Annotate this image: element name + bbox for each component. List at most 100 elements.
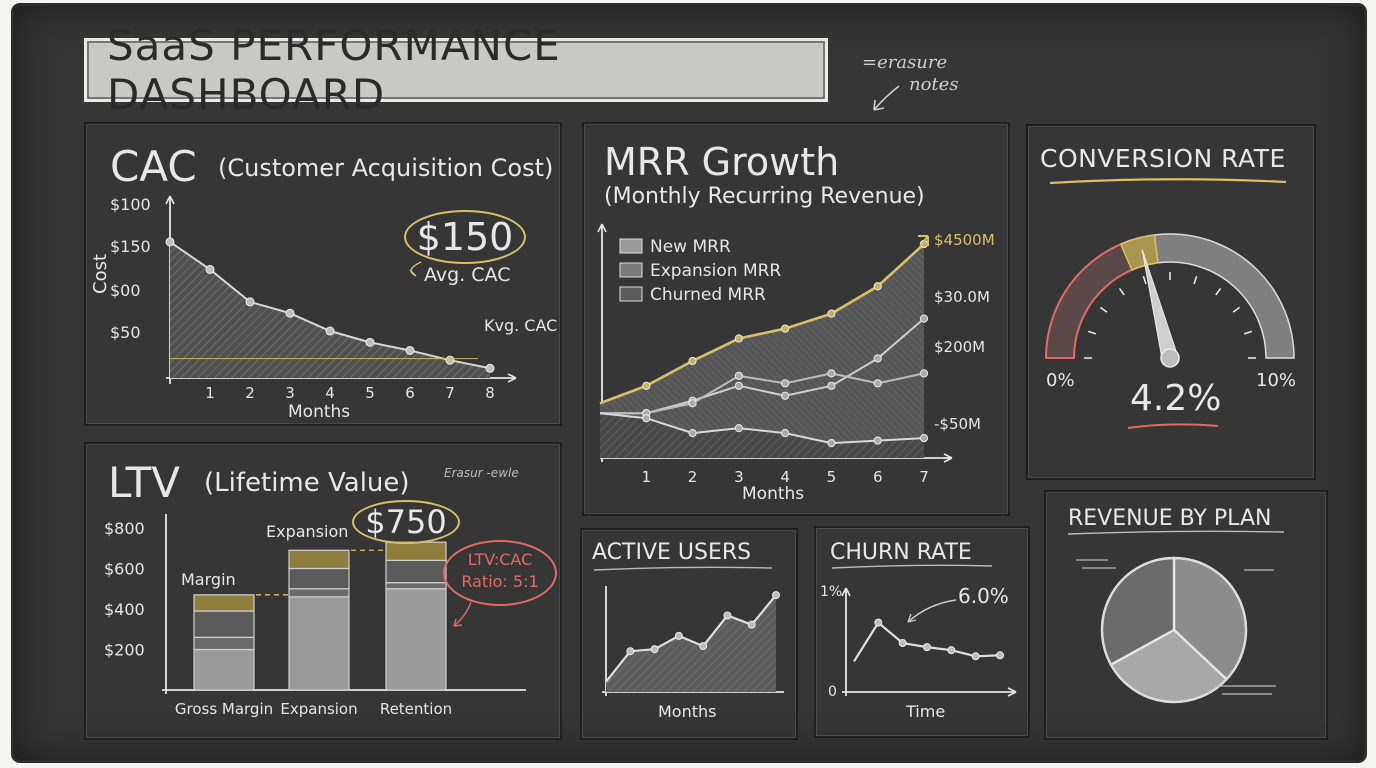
ltv-category-label: Expansion bbox=[280, 700, 357, 718]
mrr-series-point bbox=[827, 369, 836, 378]
cac-point bbox=[485, 363, 495, 373]
cac-panel: CAC (Customer Acquisition Cost) $100 $150… bbox=[84, 122, 562, 426]
ltv-category-label: Retention bbox=[380, 700, 452, 718]
ltv-bar-segment bbox=[385, 541, 447, 562]
mrr-series-point bbox=[827, 381, 836, 390]
ltv-scribble: Erasur -ewle bbox=[444, 466, 519, 480]
mrr-legend-swatch bbox=[619, 262, 643, 278]
mrr-x-arrow bbox=[943, 453, 953, 463]
cac-xtick-label: 5 bbox=[365, 384, 375, 402]
cac-avg-arrow bbox=[409, 261, 422, 277]
mrr-xtick-label: 6 bbox=[873, 468, 883, 486]
cac-x-arrow bbox=[507, 373, 517, 383]
active-users-title: ACTIVE USERS bbox=[592, 540, 752, 565]
gauge-tick bbox=[1099, 306, 1108, 313]
ltv-ratio-callout: LTV:CAC Ratio: 5:1 bbox=[443, 540, 557, 606]
mrr-series-point bbox=[781, 379, 790, 388]
mrr-right-label: $200M bbox=[934, 338, 985, 356]
cac-point bbox=[245, 297, 255, 307]
conversion-title-underline bbox=[1049, 178, 1287, 185]
cac-xtick-label: 2 bbox=[245, 384, 255, 402]
cac-xtick-label: 4 bbox=[325, 384, 335, 402]
churn-point bbox=[898, 639, 907, 648]
mrr-series-line bbox=[600, 372, 925, 415]
conversion-value-underline bbox=[1127, 423, 1219, 429]
mrr-series-point bbox=[688, 356, 697, 366]
mrr-series-point bbox=[873, 379, 882, 388]
ltv-ytick-label: $200 bbox=[104, 641, 145, 660]
cac-xlabel: Months bbox=[288, 402, 351, 422]
au-point bbox=[650, 645, 659, 654]
ltv-title: LTV bbox=[108, 458, 181, 507]
churn-panel: CHURN RATE 6.0% 1% 0 Time bbox=[814, 526, 1030, 738]
mrr-series-point bbox=[734, 371, 743, 380]
ltv-expansion-label: Expansion bbox=[266, 522, 349, 541]
mrr-new-arrow bbox=[918, 234, 929, 247]
mrr-lower-hatch bbox=[600, 413, 924, 458]
gauge-tick bbox=[1215, 287, 1222, 296]
erasure-note-line1: =erasure bbox=[862, 52, 948, 73]
mrr-title: MRR Growth bbox=[604, 140, 840, 184]
cac-avg-label: Avg. CAC bbox=[424, 264, 511, 286]
cac-ytick-label: $100 bbox=[110, 195, 151, 214]
mrr-series-point bbox=[873, 354, 882, 363]
mrr-series-point bbox=[642, 414, 651, 423]
ltv-ratio-arrow bbox=[453, 601, 472, 627]
mrr-xtick-label: 7 bbox=[919, 468, 929, 486]
au-point bbox=[674, 631, 683, 640]
mrr-series-point bbox=[781, 391, 790, 400]
cac-point bbox=[445, 355, 455, 365]
au-title-underline bbox=[593, 566, 773, 571]
mrr-series-point bbox=[873, 436, 882, 445]
mrr-panel: MRR Growth (Monthly Recurring Revenue) $… bbox=[582, 122, 1010, 516]
mrr-legend-swatch bbox=[619, 238, 643, 254]
gauge-tick bbox=[1118, 287, 1125, 296]
cac-point bbox=[365, 337, 375, 347]
au-point bbox=[747, 620, 756, 629]
ltv-ytick-label: $800 bbox=[104, 519, 145, 538]
mrr-right-label: $4500M bbox=[934, 231, 995, 249]
churn-x-arrow bbox=[1007, 687, 1017, 697]
erasure-note-line2: notes bbox=[909, 74, 959, 95]
mrr-series-point bbox=[919, 433, 929, 443]
cac-avg-value: $150 bbox=[404, 210, 526, 264]
cac-subtitle: (Customer Acquisition Cost) bbox=[218, 154, 554, 182]
mrr-series-point bbox=[827, 309, 836, 318]
mrr-series-point bbox=[734, 334, 743, 343]
gauge-yellow-zone bbox=[1119, 234, 1159, 271]
ltv-panel: LTV (Lifetime Value) Erasur -ewle $800 $6… bbox=[84, 442, 562, 740]
churn-point bbox=[874, 618, 883, 627]
conversion-title: CONVERSION RATE bbox=[1040, 144, 1286, 173]
ltv-bar-segment bbox=[288, 588, 350, 598]
ltv-ytick-label: $400 bbox=[104, 600, 145, 619]
churn-chart bbox=[831, 564, 1017, 697]
au-point bbox=[723, 611, 732, 620]
churn-y-zero: 0 bbox=[828, 684, 837, 700]
churn-y-top: 1% bbox=[820, 584, 843, 600]
mrr-series-point bbox=[734, 381, 743, 390]
cac-point bbox=[165, 237, 175, 247]
ltv-bar-segment bbox=[385, 588, 447, 691]
cac-xtick-label: 6 bbox=[405, 384, 415, 402]
gauge-hub bbox=[1160, 348, 1180, 368]
dashboard-board: SaaS PERFORMANCE DASHBOARD =erasure note… bbox=[14, 6, 1364, 760]
mrr-right-label: -$50M bbox=[934, 415, 981, 433]
ltv-bar-segment bbox=[193, 610, 255, 638]
churn-point bbox=[996, 651, 1004, 660]
active-users-xlabel: Months bbox=[658, 702, 717, 721]
mrr-series-point bbox=[781, 429, 790, 438]
cac-ytick-label: $00 bbox=[110, 281, 141, 300]
conversion-gauge bbox=[1044, 178, 1295, 429]
churn-title-underline bbox=[831, 564, 993, 569]
ltv-bar-segment bbox=[193, 594, 255, 612]
ltv-bar-segment bbox=[385, 559, 447, 584]
cac-ylabel: Cost bbox=[90, 253, 111, 294]
cac-xtick-label: 3 bbox=[285, 384, 295, 402]
churn-callout: 6.0% bbox=[958, 584, 1009, 608]
revenue-plan-title: REVENUE BY PLAN bbox=[1068, 506, 1272, 531]
gauge-tick bbox=[1087, 330, 1097, 335]
active-users-chart bbox=[593, 566, 784, 696]
dashboard-title: SaaS PERFORMANCE DASHBOARD bbox=[107, 21, 561, 119]
conversion-value: 4.2% bbox=[1130, 378, 1222, 419]
dashboard-title-box: SaaS PERFORMANCE DASHBOARD bbox=[84, 21, 828, 119]
